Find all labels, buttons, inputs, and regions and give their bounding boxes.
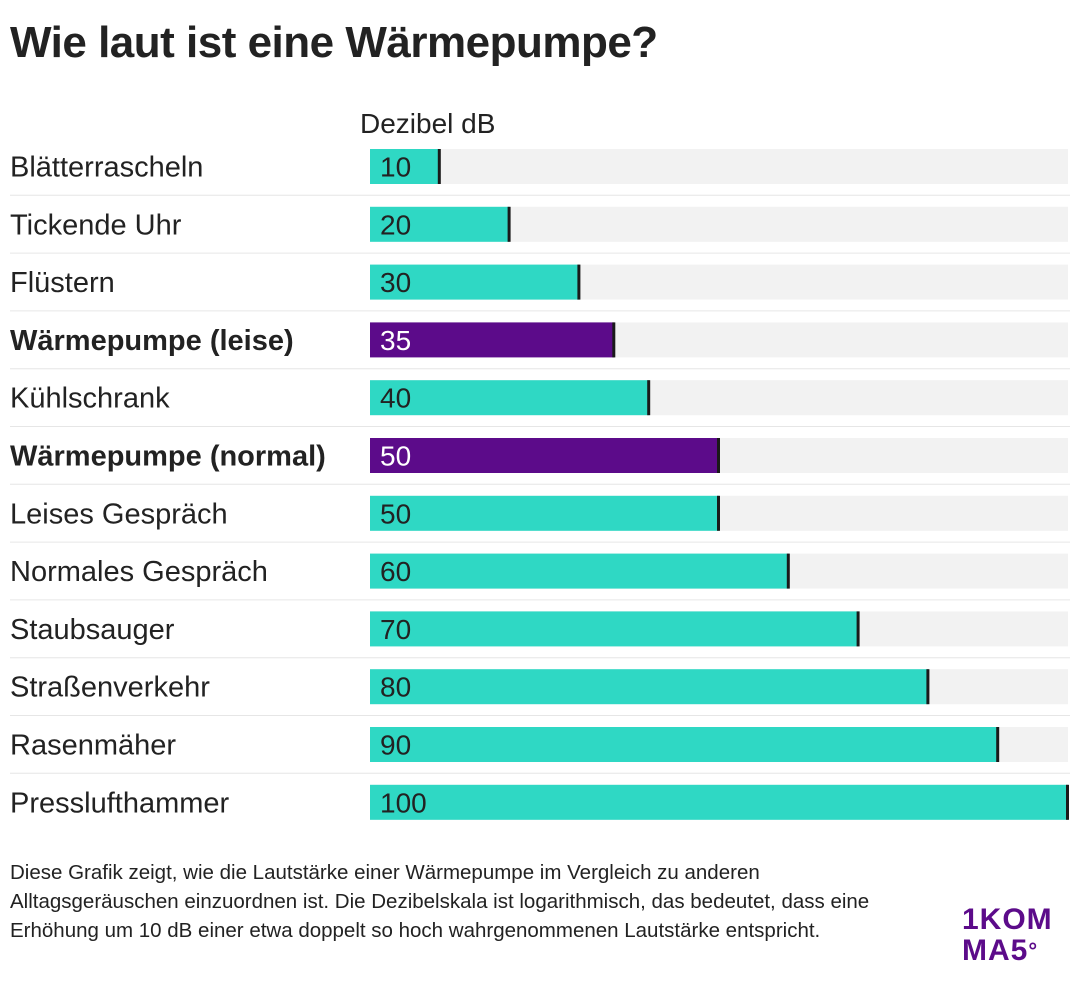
value-label: 30 [380,267,411,298]
bar-end-marker [717,495,720,531]
brand-logo: 1KOM MA5° [962,904,1072,968]
bar [370,727,999,762]
bar-end-marker [612,322,616,358]
bar [370,495,719,531]
category-label: Presslufthammer [10,787,230,819]
footnote: Diese Grafik zeigt, wie die Lautstärke e… [10,861,870,942]
bar-end-marker [717,438,720,473]
column-header: Dezibel dB [360,108,496,139]
category-label: Straßenverkehr [10,672,210,704]
value-label: 80 [380,672,411,703]
category-label: Normales Gespräch [10,556,268,588]
bar [370,438,719,473]
value-label: 100 [380,787,427,818]
value-label: 90 [380,730,411,761]
bar-end-marker [437,149,441,184]
bar [370,206,510,242]
chart-title: Wie laut ist eine Wärmepumpe? [10,18,658,67]
value-label: 40 [380,383,411,414]
bar [370,553,789,589]
category-label: Staubsauger [10,614,175,646]
logo-line-2: MA5° [962,935,1072,966]
bar [370,611,859,647]
category-label: Blätterrascheln [10,152,203,184]
value-label: 50 [380,498,411,529]
bar [370,669,929,705]
bar-end-marker [856,611,860,647]
bar-end-marker [1066,784,1069,820]
value-label: 60 [380,556,411,587]
value-label: 35 [380,325,411,356]
category-label: Wärmepumpe (normal) [10,441,326,473]
bar [370,149,440,184]
category-label: Kühlschrank [10,383,170,415]
bar-end-marker [996,727,1000,762]
bar-end-marker [926,669,930,705]
logo-degree: ° [1028,938,1039,963]
category-label: Tickende Uhr [10,209,182,241]
value-label: 10 [380,152,411,183]
value-label: 70 [380,614,411,645]
category-label: Flüstern [10,267,115,299]
bar-end-marker [786,553,790,589]
value-label: 50 [380,441,411,472]
bar-end-marker [577,264,581,300]
value-label: 20 [380,209,411,240]
bar [370,264,580,300]
category-label: Leises Gespräch [10,498,228,530]
bar [370,322,615,358]
bar-end-marker [507,206,511,242]
category-label: Rasenmäher [10,730,176,762]
bar-track [370,149,1068,184]
logo-line-1: 1KOM [962,903,1053,936]
category-label: Wärmepumpe (leise) [10,325,294,357]
bar-chart: Blätterrascheln 10 Tickende Uhr 20 Flüstern 3… [10,149,1070,820]
bar-end-marker [647,380,651,416]
logo-line-2-text: MA5 [962,934,1029,967]
bar [370,380,650,416]
bar [370,784,1068,820]
